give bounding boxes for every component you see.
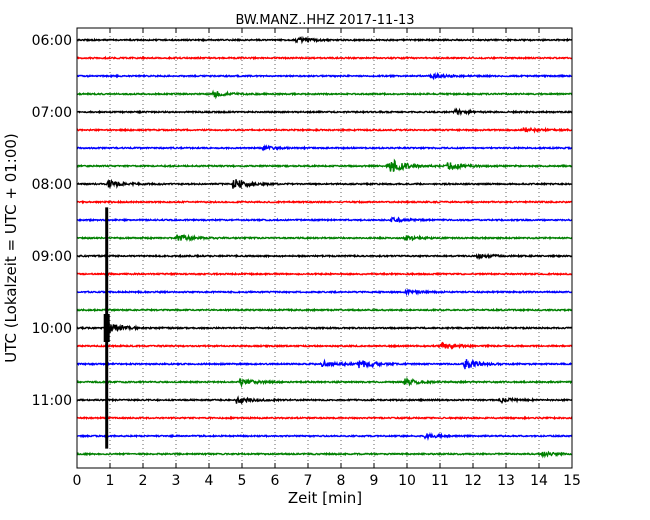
trace-1130 [76,431,573,441]
y-tick-label: 07:00 [32,105,72,121]
trace-1100 [76,395,573,405]
x-tick-label: 0 [73,473,82,489]
trace-0645 [76,89,573,100]
x-axis-label: Zeit [min] [288,489,362,507]
trace-0845 [76,233,573,242]
x-axis-ticks: 0 1 2 3 4 5 6 7 8 9 10 11 12 13 14 15 [73,28,581,489]
y-tick-label: 08:00 [32,177,72,193]
trace-1045 [76,376,573,389]
trace-0700 [76,107,573,117]
x-tick-label: 9 [370,473,379,489]
trace-1000 [76,322,573,334]
y-tick-label: 09:00 [32,249,72,265]
x-tick-label: 3 [172,473,181,489]
trace-0630 [76,71,573,81]
plot-frame [76,27,573,469]
trace-0745 [76,158,573,172]
trace-1145 [76,450,573,459]
y-axis-label: UTC (Lokalzeit = UTC + 01:00) [2,133,20,363]
y-tick-label: 11:00 [32,393,72,409]
large-event-burst [103,314,110,342]
trace-1115 [77,415,573,421]
trace-1015 [76,341,573,350]
x-tick-label: 14 [530,473,548,489]
x-tick-label: 2 [139,473,148,489]
x-tick-label: 6 [271,473,280,489]
trace-0800 [76,178,573,190]
x-tick-label: 15 [563,473,581,489]
x-tick-label: 5 [238,473,247,489]
x-tick-label: 7 [304,473,313,489]
x-tick-label: 13 [497,473,515,489]
x-tick-label: 8 [337,473,346,489]
y-tick-label: 10:00 [32,321,72,337]
trace-0945 [76,307,573,313]
trace-1030 [76,358,573,370]
trace-0615 [76,55,573,61]
y-tick-label: 06:00 [32,33,72,49]
grid-lines [109,28,540,468]
trace-0915 [77,271,573,277]
trace-0815 [76,199,573,205]
trace-0730 [76,144,573,152]
x-tick-label: 11 [431,473,449,489]
trace-0600 [76,35,573,45]
trace-0830 [76,216,573,223]
trace-0715 [76,126,573,134]
trace-0930 [76,288,572,297]
trace-0900 [76,252,573,261]
x-tick-label: 10 [398,473,416,489]
x-tick-label: 1 [106,473,115,489]
x-tick-label: 4 [205,473,214,489]
y-axis-ticks: 06:00 07:00 08:00 09:00 10:00 11:00 [32,33,572,409]
x-tick-label: 12 [464,473,482,489]
traces [76,35,573,459]
chart-title: BW.MANZ..HHZ 2017-11-13 [235,13,414,28]
